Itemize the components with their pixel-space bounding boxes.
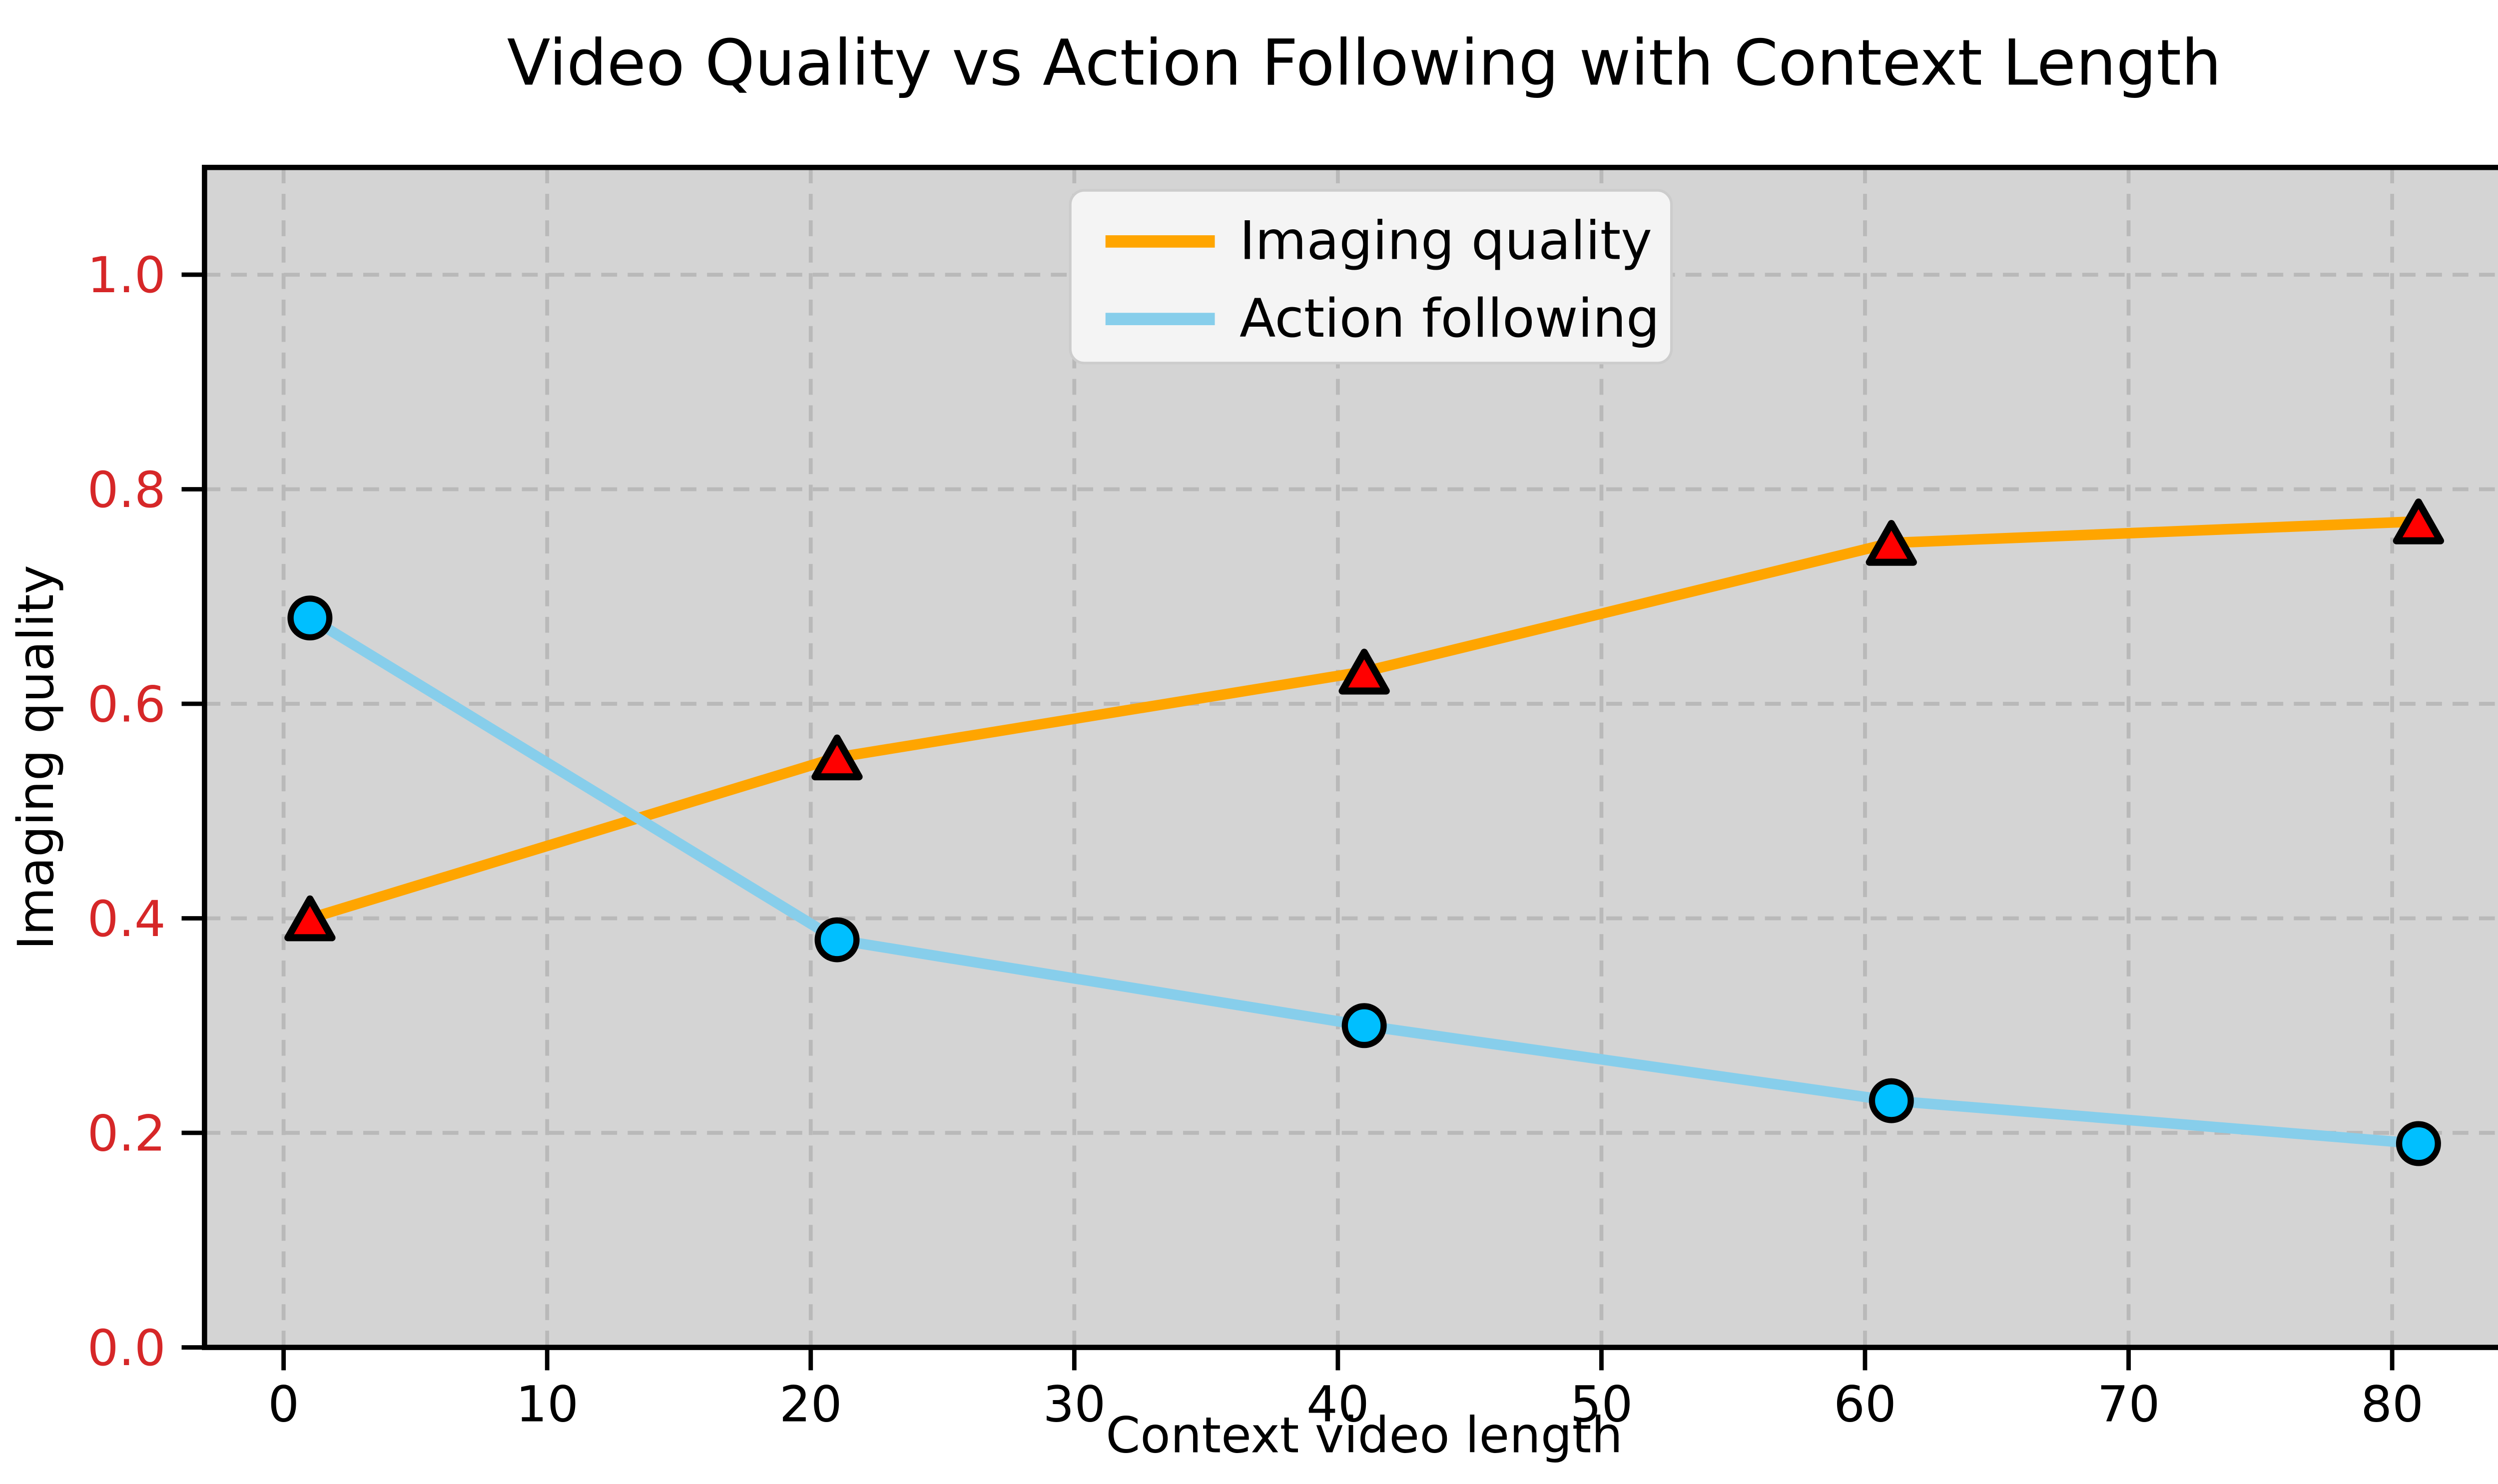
- data-markers: [284, 498, 2445, 1166]
- x-tick-label: 20: [779, 1376, 842, 1434]
- marker-circle: [287, 595, 333, 641]
- x-tick-label: 30: [1043, 1376, 1106, 1434]
- left-y-tick-label: 0.4: [87, 891, 166, 948]
- gridlines: [204, 167, 2498, 1348]
- x-axis-label: Context video length: [1106, 1407, 1623, 1464]
- legend: Imaging quality Action following: [1069, 189, 1673, 365]
- chart-title: Video Quality vs Action Following with C…: [507, 25, 2222, 99]
- marker-triangle: [1866, 519, 1917, 566]
- x-tick-label: 70: [2097, 1376, 2160, 1434]
- marker-triangle: [2393, 498, 2445, 544]
- left-y-tick-label: 0.2: [87, 1105, 166, 1162]
- left-y-tick-label: 0.6: [87, 676, 166, 733]
- x-tick-label: 80: [2361, 1376, 2424, 1434]
- legend-box: [1069, 189, 1673, 365]
- marker-circle: [1869, 1078, 1914, 1123]
- x-tick-label: 60: [1834, 1376, 1896, 1434]
- left-y-tick-label: 0.0: [87, 1320, 166, 1377]
- marker-triangle: [284, 895, 336, 942]
- marker-circle: [2396, 1121, 2441, 1166]
- left-y-axis-label: Imaging quality: [7, 565, 65, 950]
- plot-border-spines: [202, 164, 2498, 1350]
- axis-ticks: 010203040506070800.00.00.20.20.40.40.60.…: [87, 247, 2424, 1434]
- left-y-tick-label: 1.0: [87, 247, 166, 304]
- marker-circle: [814, 917, 860, 963]
- x-tick-label: 10: [516, 1376, 579, 1434]
- legend-label-imaging-quality: Imaging quality: [1240, 210, 1652, 272]
- marker-triangle: [811, 734, 863, 781]
- x-tick-label: 50: [1570, 1376, 1633, 1434]
- x-tick-label: 40: [1306, 1376, 1369, 1434]
- legend-label-action-following: Action following: [1240, 288, 1660, 349]
- x-tick-label: 0: [268, 1376, 299, 1434]
- marker-circle: [1341, 1003, 1387, 1048]
- marker-triangle: [1338, 648, 1390, 695]
- left-y-tick-label: 0.8: [87, 462, 166, 519]
